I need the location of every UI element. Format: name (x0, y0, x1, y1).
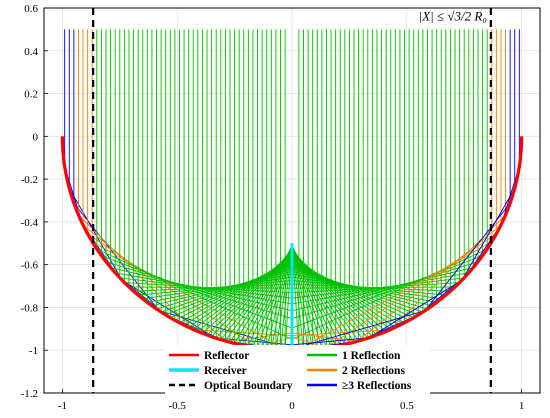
y-tick-label: -0.4 (21, 217, 39, 229)
legend-label: Reflector (204, 350, 249, 362)
boundary-annotation: |X| ≤ √3/2 R₀ (419, 8, 487, 23)
y-tick-label: 0 (33, 131, 39, 143)
x-tick-label: 0 (289, 400, 295, 412)
legend: Reflector 1 Reflection Receiver 2 Reflectio… (165, 345, 430, 395)
x-tick-label: 0.5 (400, 400, 414, 412)
annotation-text: |X| ≤ √3/2 R₀ (419, 8, 487, 23)
optical-boundary-lines (92, 8, 492, 393)
x-tick-label: -1 (58, 400, 67, 412)
y-tick-label: -0.8 (21, 302, 39, 314)
y-tick-label: -1 (29, 345, 38, 357)
legend-label: 1 Reflection (342, 350, 401, 362)
y-tick-label: -1.2 (21, 388, 38, 400)
ray-path (77, 29, 293, 337)
legend-label: 2 Reflections (342, 365, 405, 377)
ray-path (291, 29, 511, 350)
ray-path (291, 29, 502, 342)
y-tick-label: 0.4 (24, 46, 38, 58)
ray-path (82, 29, 293, 342)
y-tick-label: 0.2 (24, 89, 38, 101)
x-tick-label: 1 (519, 400, 525, 412)
x-tick-label: -0.5 (168, 400, 186, 412)
ray-path (291, 29, 507, 337)
ray-path (291, 29, 497, 349)
legend-label: Optical Boundary (204, 380, 293, 392)
y-tick-label: -0.6 (21, 260, 39, 272)
legend-box (165, 345, 430, 395)
legend-label: Receiver (204, 365, 247, 377)
y-tick-label: -0.2 (21, 174, 38, 186)
axis-ticks: -1 -0.5 0 0.5 1 0.6 0.4 0.2 0 -0.2 -0.4 -0.6 -0.8 -1 -… (21, 3, 525, 412)
ray-path (87, 29, 293, 349)
legend-label: ≥3 Reflections (342, 380, 412, 392)
y-tick-label: 0.6 (24, 3, 38, 15)
